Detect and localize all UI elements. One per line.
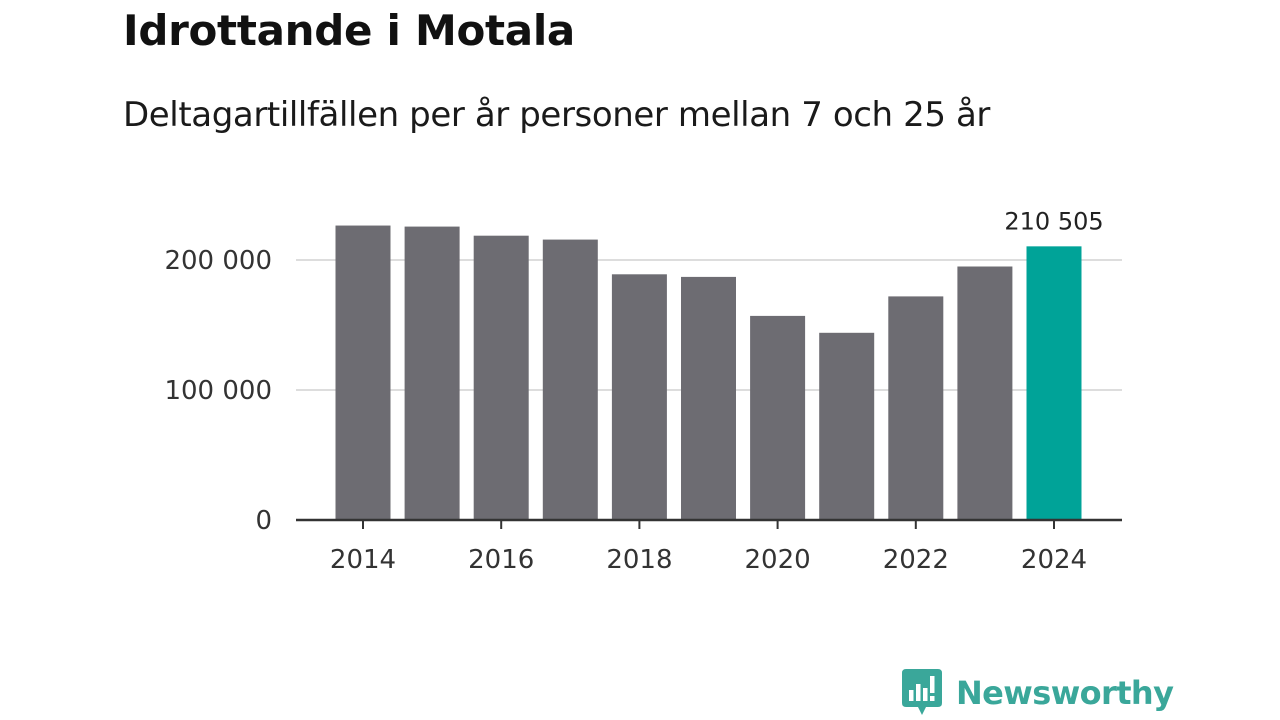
- bar: [473, 235, 529, 520]
- bar: [819, 332, 875, 520]
- chart-title: Idrottande i Motala: [123, 6, 575, 55]
- x-tick-label: 2018: [606, 545, 672, 575]
- bar-highlight: [1026, 246, 1082, 520]
- x-tick-label: 2022: [883, 545, 949, 575]
- bar: [888, 296, 944, 520]
- x-tick-label: 2014: [330, 545, 396, 575]
- y-tick-label: 200 000: [164, 246, 272, 276]
- bar: [957, 266, 1013, 520]
- bar: [404, 226, 460, 520]
- y-tick-label: 0: [255, 506, 272, 536]
- bar: [611, 274, 667, 520]
- newsworthy-logo: Newsworthy: [902, 669, 1174, 717]
- bar: [681, 276, 736, 520]
- newsworthy-logo-icon: [902, 669, 942, 715]
- brand-name: Newsworthy: [956, 674, 1174, 712]
- chart-subtitle: Deltagartillfällen per år personer mella…: [123, 95, 991, 135]
- bar: [542, 239, 598, 520]
- x-tick-label: 2016: [468, 545, 534, 575]
- bar: [750, 315, 806, 520]
- highlight-value-label: 210 505: [1004, 207, 1103, 235]
- bar: [335, 225, 391, 521]
- x-tick-label: 2020: [745, 545, 811, 575]
- x-tick-label: 2024: [1021, 545, 1087, 575]
- y-tick-label: 100 000: [164, 376, 272, 406]
